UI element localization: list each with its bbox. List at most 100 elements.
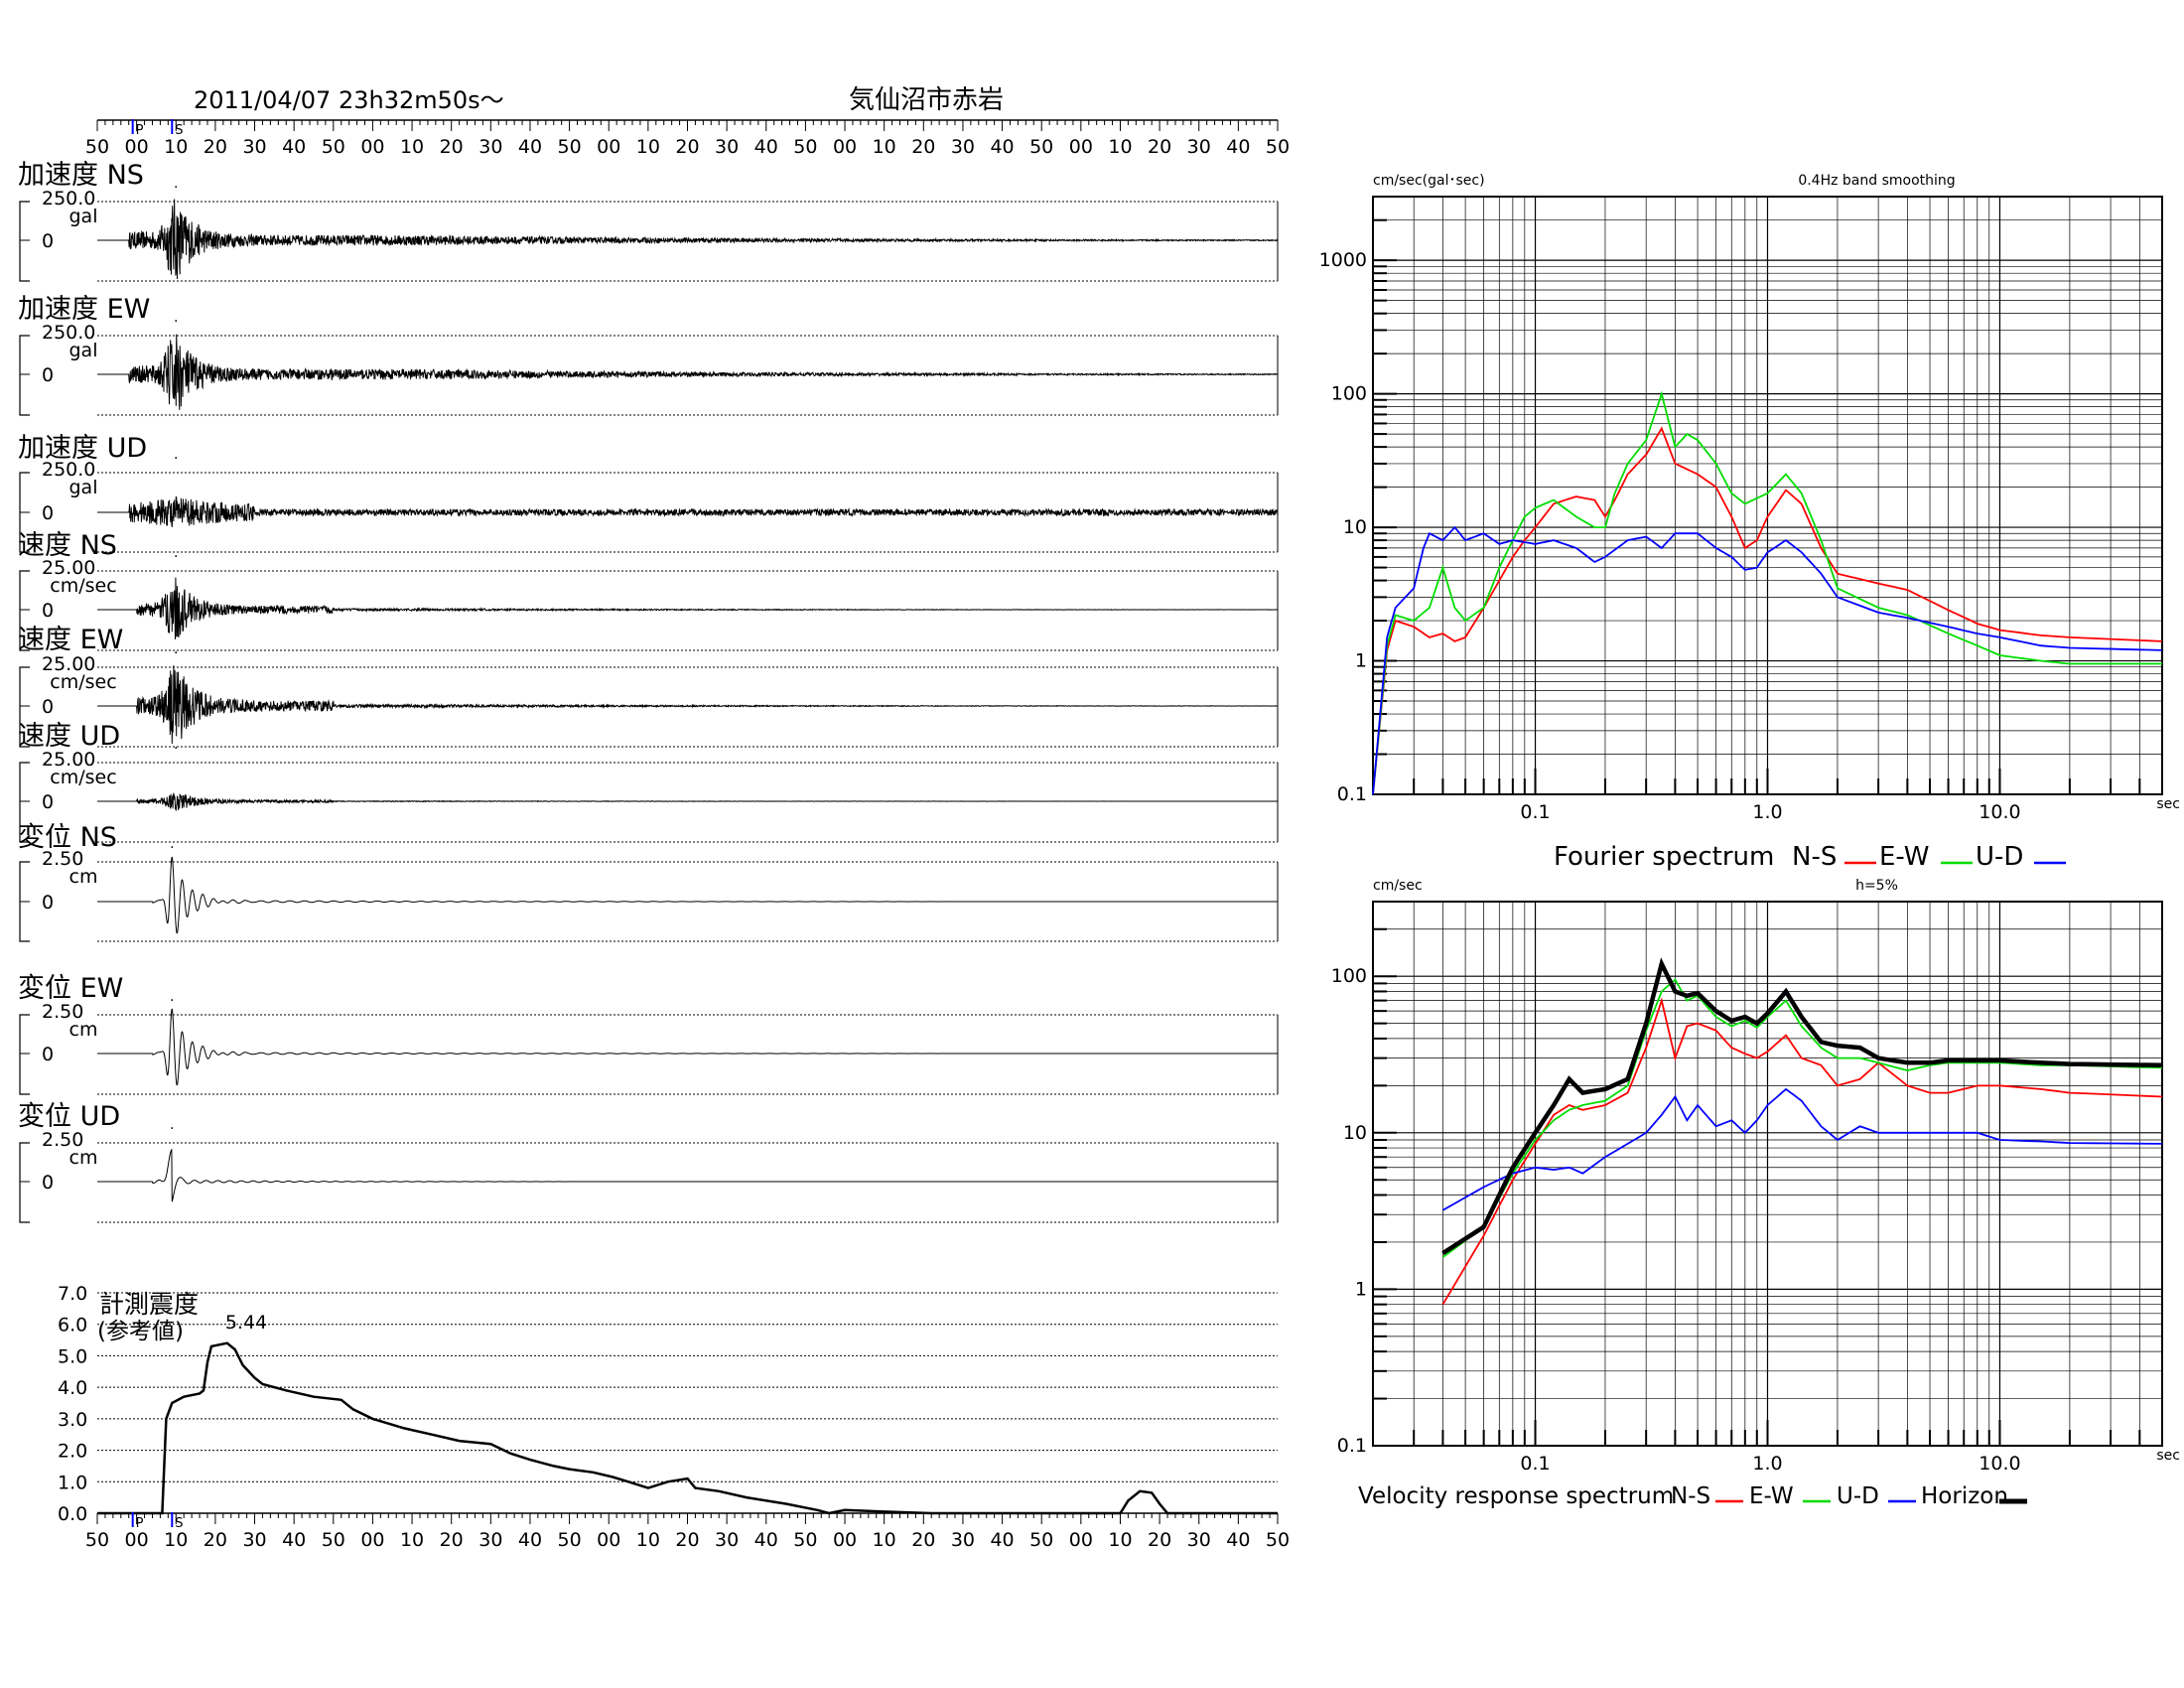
time-tick-label: 20 (675, 136, 699, 158)
trace-unit-label: gal (69, 477, 98, 498)
time-tick-label: 10 (400, 136, 424, 158)
legend-ns-label: N-S (1671, 1483, 1710, 1509)
trace-unit-label: cm/sec (50, 767, 116, 788)
time-tick-label: 10 (636, 1529, 660, 1551)
legend-title: Fourier spectrum (1554, 842, 1774, 872)
waveform-trace (97, 577, 1278, 640)
trace-title: 加速度 UD (18, 433, 147, 464)
time-tick-label: 10 (1108, 136, 1132, 158)
panel-scale-bracket (19, 1142, 30, 1223)
x-tick-label: 1.0 (1752, 801, 1782, 823)
time-tick-label: 00 (125, 1529, 149, 1551)
time-tick-label: 00 (125, 136, 149, 158)
time-tick-label: 00 (360, 136, 384, 158)
trace-title: 加速度 NS (18, 160, 144, 191)
intensity-y-label: 0.0 (58, 1503, 87, 1525)
intensity-y-label: 6.0 (58, 1315, 87, 1336)
legend-ud-label: U-D (1976, 842, 2023, 872)
time-tick-label: 00 (833, 1529, 857, 1551)
time-tick-label: 10 (1108, 1529, 1132, 1551)
peak-dot: · (170, 1121, 174, 1137)
trace-zero-label: 0 (42, 1172, 54, 1194)
time-tick-label: 50 (1029, 136, 1053, 158)
x-tick-label: 1.0 (1752, 1453, 1782, 1475)
time-tick-label: 30 (242, 1529, 266, 1551)
peak-dot: · (174, 645, 178, 661)
trace-title: 加速度 EW (18, 294, 150, 325)
intensity-y-label: 1.0 (58, 1472, 87, 1493)
trace-zero-label: 0 (42, 791, 54, 813)
panel-scale-bracket (19, 335, 30, 416)
series-line-n-s (1372, 426, 2163, 795)
peak-dot: · (170, 840, 174, 856)
y-tick-label: 100 (1331, 383, 1367, 405)
trace-zero-label: 0 (42, 892, 54, 914)
time-tick-label: 40 (990, 1529, 1014, 1551)
waveform-trace (97, 792, 1278, 811)
time-tick-label: 00 (597, 1529, 620, 1551)
trace-max-label: 25.00 (42, 557, 95, 579)
time-tick-label: 30 (478, 136, 502, 158)
y-tick-label: 1000 (1319, 249, 1367, 271)
p-arrival-label: P (136, 1516, 144, 1531)
velocity-response-chart: 0.1 1.0 10.0 0.1 1 10 100 cm/sec h=5% sec Velocity… (1331, 878, 2180, 1509)
intensity-y-label: 3.0 (58, 1409, 87, 1431)
peak-dot: · (170, 993, 174, 1009)
y-tick-label: 1 (1355, 650, 1367, 672)
trace-max-label: 25.00 (42, 653, 95, 675)
s-arrival-label: S (175, 1516, 183, 1531)
time-tick-label: 40 (754, 136, 778, 158)
trace-title: 速度 NS (18, 530, 117, 561)
y-tick-label: 10 (1343, 1122, 1367, 1144)
intensity-y-label: 2.0 (58, 1441, 87, 1463)
trace-title: 変位 EW (18, 973, 123, 1004)
trace-title: 速度 UD (18, 721, 120, 752)
x-tick-label: 10.0 (1979, 1453, 2020, 1475)
time-tick-label: 20 (911, 136, 935, 158)
fourier-spectrum-chart: 0.1 1.0 10.0 0.1 1 10 100 1000 cm/sec(gal･sec) 0.… (1319, 173, 2180, 872)
time-tick-label: 50 (793, 1529, 817, 1551)
intensity-y-label: 5.0 (58, 1345, 87, 1367)
time-tick-label: 20 (204, 1529, 227, 1551)
waveform-trace (97, 1148, 1278, 1202)
y-tick-label: 0.1 (1337, 1435, 1367, 1457)
time-tick-label: 00 (360, 1529, 384, 1551)
peak-dot: · (174, 549, 178, 565)
time-tick-label: 50 (322, 1529, 345, 1551)
y-unit-label: cm/sec(gal･sec) (1373, 173, 1485, 189)
panel-scale-bracket (19, 762, 30, 843)
legend-ew-label: E-W (1879, 842, 1929, 872)
x-tick-label: 0.1 (1520, 801, 1550, 823)
time-tick-label: 20 (440, 1529, 464, 1551)
time-tick-label: 20 (675, 1529, 699, 1551)
peak-dot: · (174, 180, 178, 196)
time-tick-label: 10 (873, 1529, 896, 1551)
trace-max-label: 250.0 (42, 188, 95, 210)
intensity-title: 計測震度 (99, 1290, 199, 1319)
trace-zero-label: 0 (42, 1044, 54, 1065)
legend-title: Velocity response spectrum (1358, 1483, 1674, 1509)
legend-ns-label: N-S (1792, 842, 1837, 872)
legend-ud-label: U-D (1837, 1483, 1879, 1509)
legend-horizon-label: Horizon (1921, 1483, 2008, 1509)
trace-zero-label: 0 (42, 364, 54, 386)
time-tick-label: 30 (715, 136, 739, 158)
trace-title: 変位 NS (18, 822, 117, 853)
trace-unit-label: cm/sec (50, 671, 116, 693)
series-line-horizon (1441, 957, 2163, 1255)
trace-zero-label: 0 (42, 502, 54, 524)
peak-dot: · (174, 741, 178, 757)
y-tick-label: 100 (1331, 965, 1367, 987)
time-tick-label: 20 (1148, 1529, 1171, 1551)
trace-title: 速度 EW (18, 625, 123, 655)
time-tick-label: 10 (636, 136, 660, 158)
y-tick-label: 1 (1355, 1278, 1367, 1300)
time-tick-label: 40 (1226, 1529, 1250, 1551)
time-tick-label: 50 (322, 136, 345, 158)
